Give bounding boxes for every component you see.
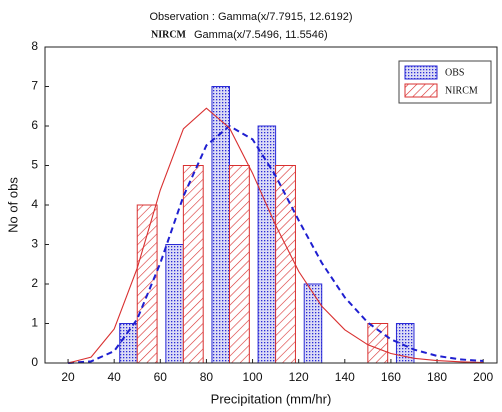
y-tick-label: 1 <box>31 316 38 330</box>
y-tick-label: 8 <box>31 39 38 53</box>
fit-curve <box>68 124 484 364</box>
chart-subtitle: Gamma(x/7.5496, 11.5546) <box>194 29 328 41</box>
histogram-bar <box>165 244 184 364</box>
x-tick-label: 40 <box>108 370 122 384</box>
y-tick-label: 0 <box>31 355 38 369</box>
x-axis-label: Precipitation (mm/hr) <box>211 391 332 406</box>
x-tick-label: 160 <box>381 370 401 384</box>
x-tick-label: 200 <box>473 370 493 384</box>
fit-curve <box>67 107 484 364</box>
legend-label: NIRCM <box>445 85 478 96</box>
histogram-bar <box>275 165 296 364</box>
histogram-bar <box>395 323 415 364</box>
x-tick-label: 140 <box>335 370 355 384</box>
histogram-bar <box>182 165 204 364</box>
legend: OBS NIRCM <box>398 60 492 104</box>
x-tick-label: 80 <box>200 370 214 384</box>
histogram-bar <box>303 283 323 364</box>
histogram-bar <box>228 165 250 364</box>
x-tick-label: 60 <box>154 370 168 384</box>
y-tick-label: 6 <box>31 118 38 132</box>
histogram-bar <box>257 125 277 364</box>
y-tick-label: 5 <box>31 158 38 172</box>
subtitle-label: NIRCM <box>151 29 187 40</box>
x-tick-label: 20 <box>61 370 75 384</box>
x-tick-label: 180 <box>427 370 447 384</box>
x-tick-label: 120 <box>289 370 309 384</box>
y-tick-label: 3 <box>31 237 38 251</box>
y-tick-label: 2 <box>31 276 38 290</box>
legend-label: OBS <box>445 67 464 78</box>
y-tick-label: 4 <box>31 197 38 211</box>
legend-swatch <box>404 83 438 98</box>
y-tick-label: 7 <box>31 79 38 93</box>
histogram-bar <box>136 204 158 364</box>
y-axis-label: No of obs <box>5 177 20 233</box>
histogram-bar <box>119 323 138 364</box>
legend-swatch <box>404 65 438 80</box>
chart-title: Observation : Gamma(x/7.7915, 12.6192) <box>150 11 353 23</box>
plot-frame <box>44 46 498 364</box>
x-tick-label: 100 <box>243 370 263 384</box>
